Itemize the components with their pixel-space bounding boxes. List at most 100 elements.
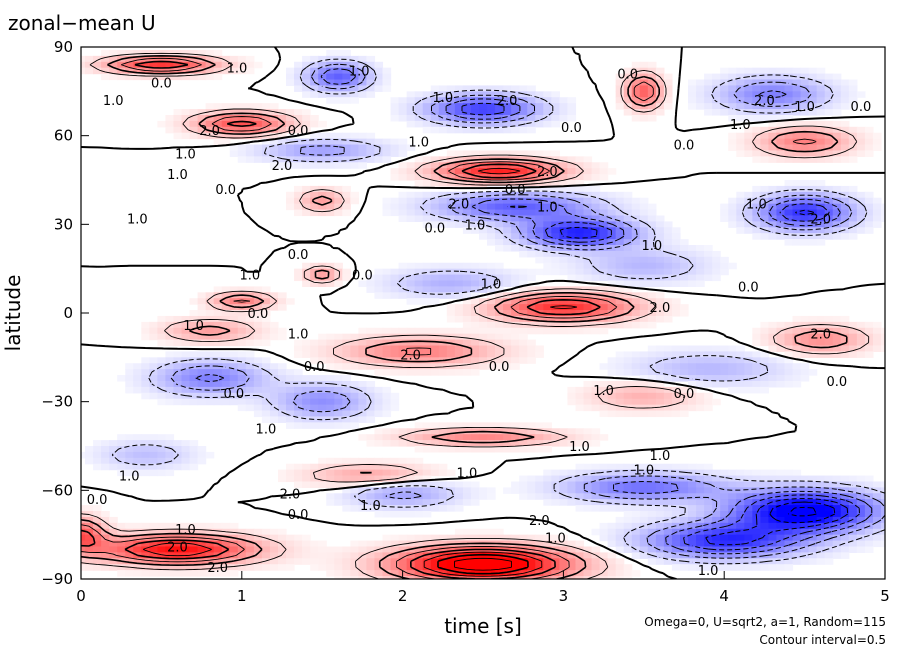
shade-cell — [840, 150, 850, 157]
shade-cell — [221, 380, 231, 388]
shade-cell — [406, 168, 416, 175]
shade-cell — [511, 150, 520, 157]
shade-cell — [519, 440, 528, 447]
shade-cell — [157, 570, 167, 577]
shade-cell — [462, 558, 472, 565]
shade-cell — [599, 215, 609, 222]
shade-cell — [326, 469, 335, 477]
shade-cell — [261, 138, 271, 146]
shade-cell — [736, 132, 745, 140]
shade-cell — [253, 534, 263, 542]
shade-cell — [430, 440, 440, 447]
shade-cell — [728, 351, 737, 358]
shade-cell — [647, 487, 657, 494]
shade-cell — [655, 109, 665, 116]
shade-cell — [334, 61, 343, 69]
shade-cell — [712, 262, 721, 270]
shade-cell — [350, 552, 359, 559]
shade-cell — [688, 250, 697, 258]
shade-cell — [125, 440, 134, 447]
shade-cell — [165, 357, 175, 364]
shade-cell — [607, 304, 617, 311]
shade-cell — [366, 487, 376, 494]
shade-cell — [607, 191, 617, 199]
shade-cell — [414, 109, 424, 116]
shade-cell — [382, 286, 392, 293]
shade-cell — [109, 558, 118, 565]
shade-cell — [503, 239, 512, 246]
shade-cell — [398, 564, 408, 571]
shade-cell — [414, 446, 424, 453]
shade-cell — [470, 298, 480, 305]
shade-cell — [607, 386, 617, 394]
shade-cell — [575, 505, 585, 512]
contour-label: 1.0 — [633, 464, 654, 479]
shade-cell — [229, 109, 239, 116]
shade-cell — [366, 333, 376, 341]
shade-cell — [784, 469, 794, 477]
shade-cell — [390, 505, 400, 512]
shade-cell — [157, 55, 167, 63]
shade-cell — [752, 505, 761, 512]
shade-cell — [406, 457, 416, 465]
shade-cell — [414, 97, 424, 104]
shade-cell — [744, 552, 753, 559]
shade-cell — [390, 392, 400, 400]
shade-cell — [543, 250, 552, 258]
shade-cell — [398, 552, 408, 559]
shade-cell — [511, 351, 520, 358]
shade-cell — [688, 363, 697, 370]
shade-cell — [109, 522, 118, 530]
shade-cell — [535, 233, 544, 240]
shade-cell — [816, 511, 826, 518]
shade-cell — [607, 357, 617, 364]
shade-cell — [631, 97, 641, 104]
shade-cell — [824, 493, 834, 500]
shade-cell — [503, 209, 512, 217]
shade-cell — [760, 132, 770, 140]
shade-cell — [430, 339, 440, 347]
shade-cell — [221, 61, 231, 69]
shade-cell — [358, 333, 368, 341]
shade-cell — [81, 55, 86, 63]
shade-cell — [173, 327, 183, 335]
shade-cell — [607, 227, 617, 234]
shade-cell — [880, 534, 885, 542]
shade-cell — [784, 132, 794, 140]
shade-cell — [81, 552, 86, 559]
shade-cell — [816, 180, 826, 187]
shade-cell — [414, 180, 424, 187]
shade-cell — [856, 191, 866, 199]
shade-cell — [792, 150, 802, 157]
shade-cell — [93, 446, 102, 453]
shade-cell — [125, 463, 134, 471]
shade-cell — [366, 274, 376, 282]
shade-cell — [816, 552, 826, 559]
shade-cell — [728, 375, 737, 382]
shade-cell — [495, 274, 504, 282]
shade-cell — [109, 451, 118, 459]
shade-cell — [615, 369, 625, 376]
shade-cell — [157, 315, 167, 323]
shade-cell — [503, 114, 512, 122]
shade-cell — [728, 91, 737, 98]
shade-cell — [422, 292, 432, 299]
shade-cell — [784, 209, 794, 217]
shade-cell — [631, 552, 641, 559]
shade-cell — [117, 564, 126, 571]
shade-cell — [438, 333, 448, 341]
shade-cell — [752, 469, 761, 477]
shade-cell — [832, 227, 842, 234]
shade-cell — [599, 392, 609, 400]
shade-cell — [808, 487, 818, 494]
shade-cell — [575, 404, 585, 412]
shade-cell — [792, 97, 802, 104]
shade-cell — [792, 203, 802, 211]
shade-cell — [591, 227, 601, 234]
shade-cell — [543, 446, 552, 453]
shade-cell — [318, 422, 327, 429]
shade-cell — [583, 570, 593, 577]
shade-cell — [253, 321, 263, 329]
shade-cell — [503, 97, 512, 104]
shade-cell — [261, 552, 271, 559]
